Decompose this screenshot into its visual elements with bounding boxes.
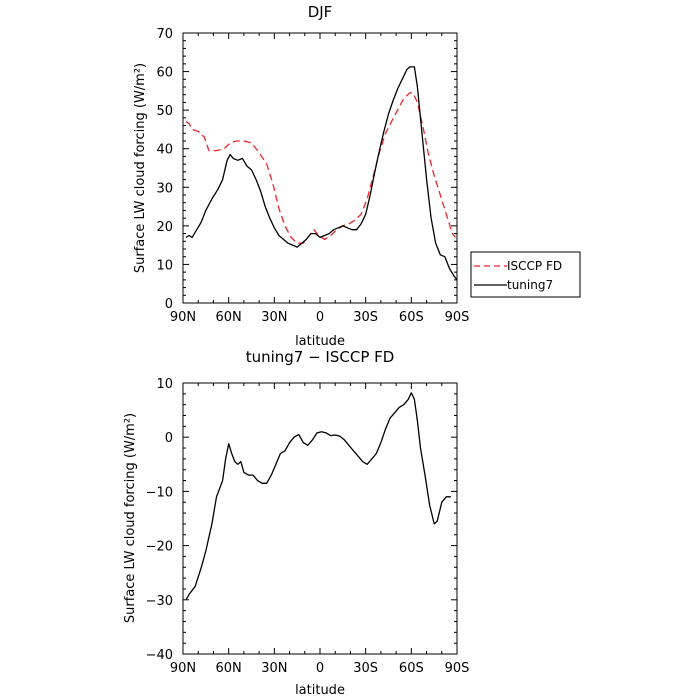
chart-legend: ISCCP FD tuning7 — [470, 251, 581, 298]
y-tick-label: −30 — [146, 594, 173, 609]
y-tick-label: −40 — [146, 648, 173, 663]
plot-area-frame — [182, 382, 458, 655]
x-tick-label: 90N — [170, 310, 196, 325]
x-tick-label: 0 — [316, 661, 324, 676]
legend-frame — [470, 251, 581, 298]
x-tick-label: 30S — [353, 310, 378, 325]
series-lines — [185, 66, 458, 281]
x-tick-label: 60N — [216, 661, 242, 676]
x-tick-label: 90S — [445, 661, 470, 676]
axis-ticks: 90N 60N 30N 0 30S 60S 90S −40 −30 −20 −10 0 10 — [146, 377, 470, 676]
legend-entry-tuning7: tuning7 — [507, 278, 553, 292]
chart-title: tuning7 − ISCCP FD — [246, 348, 395, 366]
series-lines — [185, 392, 451, 601]
x-tick-label: 60S — [399, 661, 424, 676]
top-chart-panel: DJF 90N 60N 30N 0 30S 60S 90S 0 10 20 30 40 50 60 70 l… — [133, 3, 469, 349]
y-axis-label: Surface LW cloud forcing (W/m²) — [133, 63, 148, 273]
y-tick-label: 60 — [156, 66, 173, 81]
x-axis-label: latitude — [295, 334, 345, 349]
x-tick-label: 30S — [353, 661, 378, 676]
y-tick-label: −20 — [146, 540, 173, 555]
y-tick-label: 20 — [156, 220, 173, 235]
y-tick-label: 70 — [156, 27, 173, 42]
axis-ticks: 90N 60N 30N 0 30S 60S 90S 0 10 20 30 40 50 60 70 — [156, 27, 469, 325]
x-tick-label: 0 — [316, 310, 324, 325]
chart-title: DJF — [308, 3, 333, 21]
y-tick-label: 0 — [165, 431, 173, 446]
y-tick-label: −10 — [146, 485, 173, 500]
x-tick-label: 90N — [170, 661, 196, 676]
x-tick-label: 30N — [261, 310, 287, 325]
legend-entry-isccp: ISCCP FD — [507, 259, 562, 273]
x-axis-label: latitude — [295, 683, 345, 698]
y-tick-label: 10 — [156, 258, 173, 273]
y-tick-label: 0 — [165, 297, 173, 312]
x-tick-label: 30N — [261, 661, 287, 676]
y-axis-label: Surface LW cloud forcing (W/m²) — [123, 413, 138, 623]
series-line-difference — [185, 392, 451, 601]
x-tick-label: 60S — [399, 310, 424, 325]
y-tick-label: 40 — [156, 143, 173, 158]
x-tick-label: 90S — [445, 310, 470, 325]
bottom-chart-panel: tuning7 − ISCCP FD 90N 60N 30N 0 30S 60S 90S −4… — [123, 348, 469, 698]
y-tick-label: 10 — [156, 377, 173, 392]
series-line-isccp-fd — [185, 92, 457, 244]
y-tick-label: 50 — [156, 104, 173, 119]
x-tick-label: 60N — [216, 310, 242, 325]
y-tick-label: 30 — [156, 181, 173, 196]
series-line-tuning7 — [185, 66, 458, 281]
